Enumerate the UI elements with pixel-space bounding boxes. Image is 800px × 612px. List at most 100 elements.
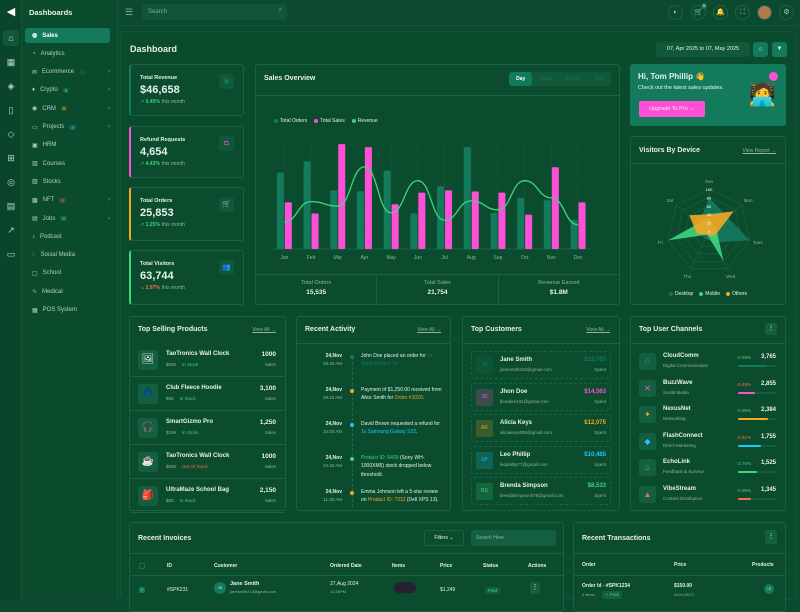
summary-label: Total Sales (424, 280, 451, 286)
product-row[interactable]: 🖼 TaoTronics Wall Clock $600 In Stock 1000 Sa… (130, 343, 285, 377)
chart-icon[interactable]: ↗ (7, 225, 15, 235)
sidebar-item-analytics[interactable]: ◔ Analytics (25, 46, 110, 61)
view-all-customers-link[interactable]: View All → (586, 327, 610, 333)
customer-avatar: JS (214, 582, 226, 594)
diamond-icon[interactable]: ◇ (7, 129, 15, 139)
sidebar-item-ecommerce[interactable]: ✉ Ecommerce 1 › (25, 65, 110, 80)
product-thumbnail: 🖼 (138, 350, 158, 370)
sidebar-item-podcast[interactable]: ♪ Podcast (25, 229, 110, 244)
sidebar-item-projects[interactable]: ▭ Projects 4 › (25, 120, 110, 135)
tab-month[interactable]: Month (565, 76, 580, 82)
tab-year[interactable]: Year (593, 76, 604, 82)
sidebar-item-label: Medical (42, 288, 63, 295)
sidebar-item-stocks[interactable]: ▨ Stocks (25, 174, 110, 189)
view-all-products-link[interactable]: View All → (252, 327, 276, 333)
invoice-search-input[interactable]: Search Here (471, 530, 556, 546)
select-all-checkbox[interactable] (139, 563, 145, 569)
upgrade-button[interactable]: Upgrade To Pro → (639, 101, 705, 117)
sidebar-item-crypto[interactable]: ♦ Crypto 6 › (25, 83, 110, 98)
stat-card-total-revenue: Total Revenue $46,658 ↗ 0.45% this month ▣ (129, 64, 244, 116)
palette-icon[interactable]: ◐ (668, 5, 683, 20)
store-icon[interactable]: ▤ (6, 201, 16, 211)
home-icon[interactable]: ⌂ (3, 30, 19, 46)
tab-day[interactable]: Day (509, 72, 533, 86)
x-tick-label: Aug (467, 255, 476, 261)
bar-total-sales (391, 204, 399, 249)
search-input[interactable]: Search ⌕ (142, 4, 287, 20)
sidebar-item-courses[interactable]: ▥ Courses (25, 156, 110, 171)
channel-row: ✿ CloudComm Digital Communication ↑2.98% 3,7… (631, 351, 785, 377)
activity-link[interactable]: Product ID: 7312 (367, 497, 406, 504)
customer-name: Alicia Keys (500, 420, 533, 426)
channels-menu-button[interactable]: ⋮ (765, 323, 777, 335)
gear-icon[interactable]: ⚙ (779, 5, 794, 20)
row-checkbox[interactable]: ✓ (139, 587, 145, 593)
mic-icon: ♪ (32, 233, 35, 240)
timeline-dot (350, 389, 354, 393)
cart-icon[interactable]: 🛒 5 (691, 3, 707, 20)
product-name: SmartGizmo Pro (166, 419, 214, 425)
row-actions-button[interactable]: ⋮ (530, 582, 540, 594)
activity-link[interactable]: Product ID: 5409 (361, 455, 399, 461)
sidebar-badge: 8 (60, 216, 67, 221)
logo-icon[interactable]: ◀ (6, 6, 16, 18)
bell-icon[interactable]: 🔔 (713, 5, 728, 20)
bar-total-sales (364, 147, 372, 249)
date-range-picker[interactable]: 07, Apr 2025 to 07, May 2025 (656, 42, 750, 57)
product-row[interactable]: 🧥 Club Fleece Hoodie $55 In Stock 3,100 Sales (130, 377, 285, 411)
channel-progress-fill (738, 444, 761, 447)
sidebar-item-nft[interactable]: ▩ NFT 6 › (25, 193, 110, 208)
transactions-menu-button[interactable]: ⋮ (765, 530, 777, 544)
channel-name: BuzzWave (663, 379, 693, 386)
customer-row[interactable]: LP Leo Phillip leophillip77@gmail.com $10,4… (471, 445, 611, 474)
avatar[interactable] (757, 5, 772, 20)
top-customers-card: Top Customers View All → JS Jane Smith jan… (462, 316, 620, 511)
layers-icon[interactable]: ◈ (7, 81, 15, 91)
compass-icon[interactable]: ◎ (7, 177, 15, 187)
activity-item: 24,Nov 10:45 AM Product ID: 5409 (Sony WH-… (297, 453, 450, 487)
customer-row[interactable]: AK Alicia Keys aliciakeys095@gmail.com $12,… (471, 414, 611, 442)
channel-name: NexusNet (663, 406, 691, 413)
file-icon[interactable]: ▯ (8, 105, 14, 115)
sidebar-item-crm[interactable]: ◉ CRM 5 › (25, 101, 110, 116)
stat-change: ↗ 1.25% this month (140, 222, 185, 228)
product-row[interactable]: 🎒 UltraMaze School Bag $80 In Stock 2,150 Sal… (130, 479, 285, 513)
sidebar-item-label: Crypto (40, 87, 58, 94)
customer-row[interactable]: JS Jane Smith janesmith215@gmail.com $23,76… (471, 351, 611, 379)
stat-change-suffix: this month (161, 222, 185, 228)
crm-icon: ◉ (32, 106, 38, 113)
sidebar-item-school[interactable]: ▢ School (25, 266, 110, 281)
sidebar-item-hrm[interactable]: ▣ HRM (25, 138, 110, 153)
customer-row[interactable]: JD Jhon Doe jhondoe431@gmail.com $14,563 Spe… (471, 382, 611, 411)
filter-button[interactable]: ▼ (772, 42, 787, 57)
grid-icon[interactable]: ▦ (6, 57, 16, 67)
activity-link[interactable]: 1x Samsung Galaxy S22 (361, 429, 417, 436)
refresh-button[interactable]: ○ (753, 42, 768, 57)
activity-text: David Brown requested a refund for 1x Sa… (361, 420, 444, 437)
activity-link[interactable]: Order #1020 (394, 395, 423, 402)
sidebar-item-pos-system[interactable]: ▦ POS System (25, 303, 110, 318)
sidebar-item-medical[interactable]: ∿ Medical (25, 284, 110, 299)
gift-icon[interactable]: ⊞ (7, 153, 15, 163)
sidebar-badge: 4 (69, 124, 76, 130)
sidebar-item-social-media[interactable]: ◌ Social Media (25, 248, 110, 263)
tab-week[interactable]: Week (539, 76, 552, 82)
channel-category: Social Media (663, 389, 689, 395)
product-row[interactable]: ☕ TaoTronics Wall Clock $600 Out Of Stock 10… (130, 445, 285, 479)
column-header: Items (392, 563, 406, 569)
table-icon[interactable]: ▭ (6, 249, 16, 259)
view-report-link[interactable]: View Report → (742, 148, 776, 154)
view-all-activity-link[interactable]: View All → (417, 327, 441, 333)
product-sales: 1000 (261, 453, 276, 460)
fullscreen-icon[interactable]: ⛶ (735, 5, 750, 20)
filters-button[interactable]: Filters ⌄ (424, 530, 464, 546)
channel-row: ♨ EchoLink Feedback & Surveys ↑3.75% 1,525 (631, 457, 785, 483)
sidebar-item-label: NFT (42, 197, 55, 204)
customer-row[interactable]: BS Brenda Simpson brendasimpson075@gmail.c… (471, 477, 611, 505)
activity-link[interactable]: 5x Apple iPhone 14 (361, 353, 433, 368)
product-row[interactable]: 🎧 SmartGizmo Pro $199 In Stock 1,250 Sales (130, 411, 285, 445)
bar-total-orders (490, 212, 498, 249)
sidebar-item-sales[interactable]: ◍ Sales (25, 28, 110, 43)
menu-toggle-icon[interactable]: ☰ (125, 7, 134, 17)
sidebar-item-jobs[interactable]: ▤ Jobs 8 › (25, 211, 110, 226)
